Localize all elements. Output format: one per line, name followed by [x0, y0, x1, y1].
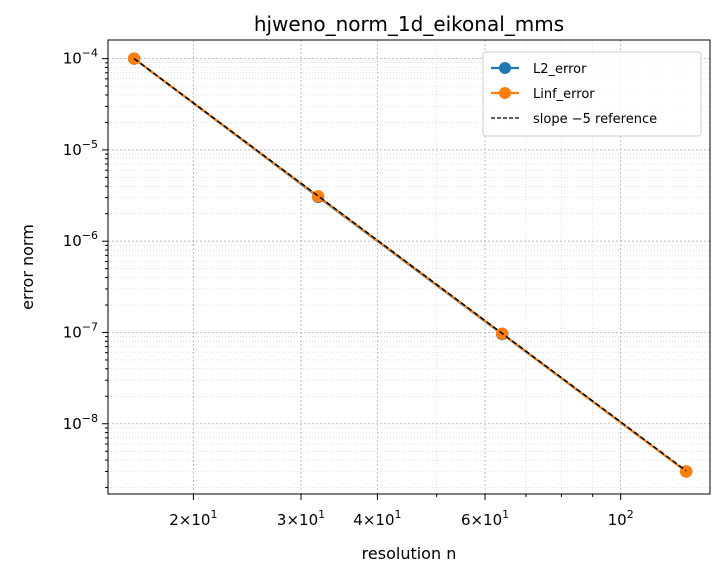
- y-axis-label: error norm: [18, 224, 37, 310]
- series-line: [133, 58, 687, 472]
- legend-marker: [499, 87, 511, 99]
- x-tick-label: 102: [608, 508, 634, 529]
- legend-label: L2_error: [533, 62, 587, 77]
- legend-marker: [499, 62, 511, 74]
- y-tick-label: 10−6: [63, 229, 98, 250]
- plot-series: [127, 52, 693, 478]
- x-tick-label: 3×101: [277, 508, 325, 529]
- data-point: [311, 190, 325, 203]
- legend-frame: [482, 51, 702, 137]
- y-tick-label: 10−7: [63, 320, 98, 341]
- axes-frame: [107, 39, 711, 495]
- x-tick-label: 2×101: [169, 508, 217, 529]
- x-tick-label: 4×101: [353, 508, 401, 529]
- legend-label: slope −5 reference: [533, 112, 657, 127]
- y-tick-label: 10−8: [63, 412, 98, 433]
- y-tick-label: 10−4: [63, 47, 98, 68]
- legend-label: Linf_error: [533, 87, 595, 102]
- axis-ticks: 10−8 10−7 10−6 10−5 10−4 2×101 3×101 4×101 6×101…: [63, 47, 634, 529]
- y-tick-label: 10−5: [63, 138, 98, 159]
- grid: [108, 40, 710, 494]
- data-point: [680, 465, 693, 478]
- chart-title: hjweno_norm_1d_eikonal_mms: [254, 12, 564, 36]
- x-axis-label: resolution n: [362, 544, 457, 563]
- x-tick-label: 6×101: [461, 508, 509, 529]
